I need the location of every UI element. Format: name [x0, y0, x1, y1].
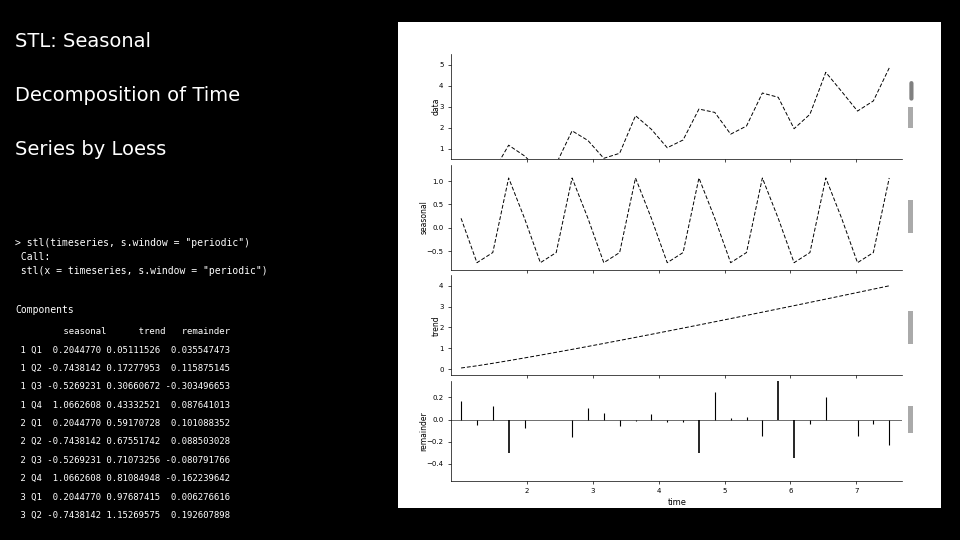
Text: STL: Seasonal: STL: Seasonal — [15, 32, 151, 51]
Text: seasonal      trend   remainder: seasonal trend remainder — [15, 327, 230, 336]
Y-axis label: seasonal: seasonal — [420, 200, 428, 234]
Y-axis label: data: data — [432, 98, 441, 116]
Y-axis label: trend: trend — [432, 315, 441, 336]
Bar — [908, 200, 913, 233]
Text: Components: Components — [15, 305, 74, 315]
Text: 1 Q1  0.2044770 0.05111526  0.035547473: 1 Q1 0.2044770 0.05111526 0.035547473 — [15, 346, 230, 355]
Text: 1 Q3 -0.5269231 0.30660672 -0.303496653: 1 Q3 -0.5269231 0.30660672 -0.303496653 — [15, 382, 230, 392]
Text: 1 Q2 -0.7438142 0.17277953  0.115875145: 1 Q2 -0.7438142 0.17277953 0.115875145 — [15, 364, 230, 373]
Text: 1 Q4  1.0662608 0.43332521  0.087641013: 1 Q4 1.0662608 0.43332521 0.087641013 — [15, 401, 230, 410]
Bar — [908, 406, 913, 433]
Text: 2 Q4  1.0662608 0.81084948 -0.162239642: 2 Q4 1.0662608 0.81084948 -0.162239642 — [15, 474, 230, 483]
Text: Decomposition of Time: Decomposition of Time — [15, 86, 240, 105]
Text: 2 Q3 -0.5269231 0.71073256 -0.080791766: 2 Q3 -0.5269231 0.71073256 -0.080791766 — [15, 456, 230, 465]
Text: Series by Loess: Series by Loess — [15, 140, 166, 159]
FancyBboxPatch shape — [391, 14, 948, 515]
Text: 3 Q1  0.2044770 0.97687415  0.006276616: 3 Q1 0.2044770 0.97687415 0.006276616 — [15, 492, 230, 502]
Bar — [908, 311, 913, 344]
Y-axis label: remainder: remainder — [420, 411, 428, 450]
Text: 2 Q2 -0.7438142 0.67551742  0.088503028: 2 Q2 -0.7438142 0.67551742 0.088503028 — [15, 437, 230, 447]
Text: 2 Q1  0.2044770 0.59170728  0.101088352: 2 Q1 0.2044770 0.59170728 0.101088352 — [15, 419, 230, 428]
FancyArrow shape — [355, 205, 396, 335]
Text: 3 Q2 -0.7438142 1.15269575  0.192607898: 3 Q2 -0.7438142 1.15269575 0.192607898 — [15, 511, 230, 520]
Bar — [908, 107, 913, 128]
X-axis label: time: time — [667, 498, 686, 508]
Text: > stl(timeseries, s.window = "periodic")
 Call:
 stl(x = timeseries, s.window = : > stl(timeseries, s.window = "periodic")… — [15, 238, 268, 275]
